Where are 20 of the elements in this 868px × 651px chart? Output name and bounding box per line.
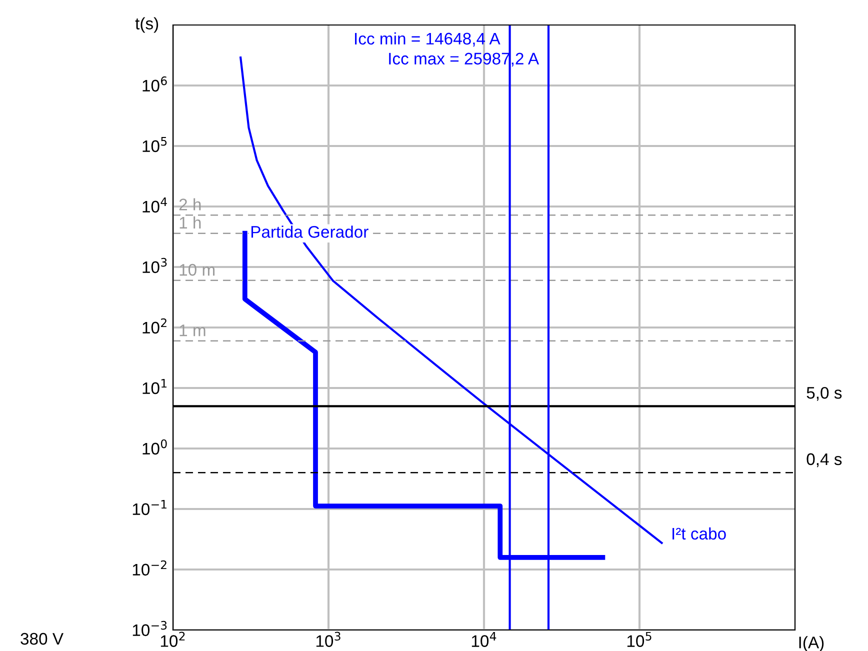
series-label: I²t cabo: [672, 527, 726, 540]
x-tick-label: 10$^{4}$: [472, 632, 496, 647]
y-tick-label: 10$^{6}$: [142, 76, 167, 92]
x-tick-label: 10$^{3}$: [316, 632, 340, 647]
x-tick-label: 10$^{5}$: [627, 632, 652, 647]
y-tick-label: 10$^{−2}$: [132, 560, 166, 576]
series-label: Partida Gerador: [251, 226, 368, 238]
ref-line-label: 0,4 s: [806, 453, 842, 468]
y-tick-label: 10$^{5}$: [142, 137, 167, 152]
y-tick-label: 10$^{4}$: [142, 198, 167, 213]
y-tick-label: 10$^{−1}$: [132, 500, 166, 516]
y-tick-label: 10$^{0}$: [142, 439, 167, 455]
y-axis-title: t(s): [135, 17, 158, 33]
ref-line-label: 5,0 s: [806, 386, 842, 401]
y-tick-label: 10$^{2}$: [142, 318, 166, 334]
y-tick-label: 10$^{3}$: [142, 258, 167, 274]
ref-line-label: Icc min = 14648,4 A: [355, 32, 500, 47]
text: 380 V: [20, 632, 64, 645]
y-tick-label: 10$^{1}$: [142, 379, 167, 394]
ref-line-label: 1 h: [180, 216, 201, 228]
